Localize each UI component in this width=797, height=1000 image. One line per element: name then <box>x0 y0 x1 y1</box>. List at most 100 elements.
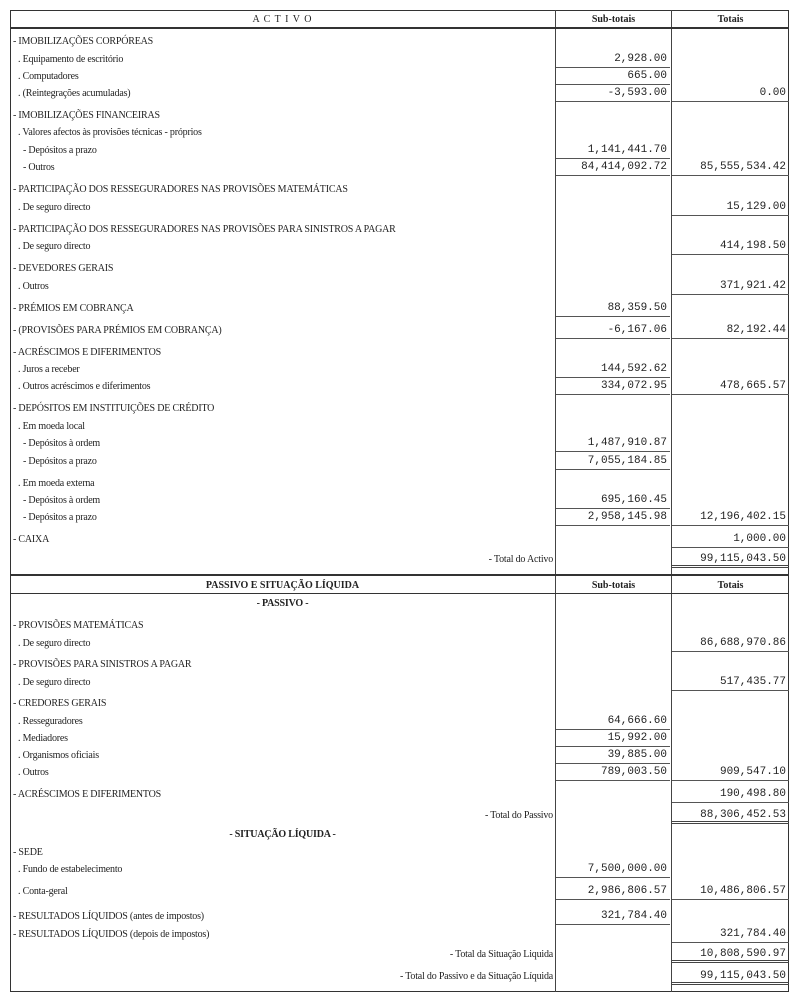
row-label: - Depósitos a prazo <box>23 512 97 523</box>
row-label: - RESULTADOS LÍQUIDOS (antes de impostos… <box>13 911 204 922</box>
section-heading: - PASSIVO - <box>256 598 309 609</box>
column-divider <box>671 10 672 992</box>
table-row: - RESULTADOS LÍQUIDOS (antes de impostos… <box>0 909 797 925</box>
row-label: - DEVEDORES GERAIS <box>13 263 114 274</box>
row-label: - PRÉMIOS EM COBRANÇA <box>13 303 134 314</box>
table-row: - PARTICIPAÇÃO DOS RESSEGURADORES NAS PR… <box>0 182 797 198</box>
subtotais-header: Sub-totais <box>591 14 636 25</box>
total-value: 10,486,806.57 <box>672 885 789 900</box>
total-value: 82,192.44 <box>672 324 789 339</box>
balance-sheet-table <box>10 10 789 992</box>
row-label: - Depósitos à ordem <box>23 438 101 449</box>
total-value: 86,688,970.86 <box>672 637 789 652</box>
table-row: - Depósitos a prazo 2,958,145.98 12,196,40… <box>0 510 797 526</box>
table-row: - PARTICIPAÇÃO DOS RESSEGURADORES NAS PR… <box>0 222 797 238</box>
row-label: - PROVISÕES MATEMÁTICAS <box>13 620 144 631</box>
table-row: . Computadores 665.00 <box>0 69 797 85</box>
total-value: 88,306,452.53 <box>672 809 789 824</box>
row-label: - Depósitos a prazo <box>23 456 97 467</box>
row-label: . Juros a receber <box>18 364 80 375</box>
row-label: . Mediadores <box>18 733 68 744</box>
row-label: - DEPÓSITOS EM INSTITUIÇÕES DE CRÉDITO <box>13 403 215 414</box>
table-row: . De seguro directo 86,688,970.86 <box>0 636 797 652</box>
section-divider <box>10 574 789 576</box>
row-label: . Valores afectos às provisões técnicas … <box>18 127 202 138</box>
table-row: . Fundo de estabelecimento 7,500,000.00 <box>0 862 797 878</box>
total-label: - Total do Activo <box>488 554 554 565</box>
subtotal-value: 64,666.60 <box>556 715 670 730</box>
table-row: . Equipamento de escritório 2,928.00 <box>0 52 797 68</box>
subtotal-value: 7,055,184.85 <box>556 455 670 470</box>
row-label: . Outros <box>18 767 49 778</box>
total-value: 0.00 <box>672 87 789 102</box>
table-row: - ACRÉSCIMOS E DIFERIMENTOS 190,498.80 <box>0 787 797 803</box>
row-label: . Conta-geral <box>18 886 68 897</box>
table-row: - Total do Passivo 88,306,452.53 <box>0 808 797 824</box>
activo-title: A C T I V O <box>252 14 313 25</box>
table-row: - PASSIVO - <box>0 596 797 612</box>
subtotal-value: 1,141,441.70 <box>556 144 670 159</box>
row-label: - PARTICIPAÇÃO DOS RESSEGURADORES NAS PR… <box>13 184 348 195</box>
table-row: - Depósitos a prazo 1,141,441.70 <box>0 143 797 159</box>
row-label: . Organismos oficiais <box>18 750 99 761</box>
row-label: - Depósitos a prazo <box>23 145 97 156</box>
row-label: - (PROVISÕES PARA PRÉMIOS EM COBRANÇA) <box>13 325 222 336</box>
table-row: . Outros 371,921.42 <box>0 279 797 295</box>
table-row: - Outros 84,414,092.72 85,555,534.42 <box>0 160 797 176</box>
total-value: 478,665.57 <box>672 380 789 395</box>
table-row: - CREDORES GERAIS <box>0 696 797 712</box>
subtotal-value: 695,160.45 <box>556 494 670 509</box>
table-row: . Em moeda externa <box>0 476 797 492</box>
row-label: - SEDE <box>13 847 43 858</box>
total-label: - Total do Passivo <box>484 810 553 821</box>
subtotal-value: 88,359.50 <box>556 302 670 317</box>
total-value: 99,115,043.50 <box>672 970 789 985</box>
table-row: - SEDE <box>0 845 797 861</box>
row-label: - Depósitos à ordem <box>23 495 101 506</box>
row-label: - ACRÉSCIMOS E DIFERIMENTOS <box>13 789 162 800</box>
row-label: . Outros <box>18 281 49 292</box>
row-label: - PARTICIPAÇÃO DOS RESSEGURADORES NAS PR… <box>13 224 396 235</box>
row-label: . (Reintegrações acumuladas) <box>18 88 131 99</box>
table-row: - Depósitos à ordem 1,487,910.87 <box>0 436 797 452</box>
table-row: - PRÉMIOS EM COBRANÇA 88,359.50 <box>0 301 797 317</box>
table-row: - SITUAÇÃO LÍQUIDA - <box>0 827 797 843</box>
section-heading: - SITUAÇÃO LÍQUIDA - <box>229 829 336 840</box>
passivo-title: PASSIVO E SITUAÇÃO LÍQUIDA <box>205 580 360 591</box>
subtotais-header: Sub-totais <box>591 580 636 591</box>
table-row: - PROVISÕES PARA SINISTROS A PAGAR <box>0 657 797 673</box>
subtotal-value: 15,992.00 <box>556 732 670 747</box>
table-row: . Organismos oficiais 39,885.00 <box>0 748 797 764</box>
table-row: - Total da Situação Liquida 10,808,590.97 <box>0 947 797 963</box>
table-row: - IMOBILIZAÇÕES CORPÓREAS <box>0 34 797 50</box>
row-label: - CREDORES GERAIS <box>13 698 107 709</box>
table-row: - IMOBILIZAÇÕES FINANCEIRAS <box>0 108 797 124</box>
total-label: - Total do Passivo e da Situação Líquida <box>399 971 553 982</box>
row-label: . De seguro directo <box>18 241 91 252</box>
subtotal-value: 84,414,092.72 <box>556 161 670 176</box>
table-row: - DEVEDORES GERAIS <box>0 261 797 277</box>
total-value: 414,198.50 <box>672 240 789 255</box>
subtotal-value: -3,593.00 <box>556 87 670 102</box>
row-label: - IMOBILIZAÇÕES CORPÓREAS <box>13 36 154 47</box>
row-label: - RESULTADOS LÍQUIDOS (depois de imposto… <box>13 929 210 940</box>
row-label: . De seguro directo <box>18 677 91 688</box>
header-divider <box>10 593 789 594</box>
row-label: . De seguro directo <box>18 202 91 213</box>
subtotal-value: 2,958,145.98 <box>556 511 670 526</box>
row-label: . Resseguradores <box>18 716 83 727</box>
total-value: 85,555,534.42 <box>672 161 789 176</box>
table-row: - RESULTADOS LÍQUIDOS (depois de imposto… <box>0 927 797 943</box>
table-row: - Total do Passivo e da Situação Líquida… <box>0 969 797 985</box>
table-row: - PROVISÕES MATEMÁTICAS <box>0 618 797 634</box>
table-row: - (PROVISÕES PARA PRÉMIOS EM COBRANÇA) -6… <box>0 323 797 339</box>
total-value: 10,808,590.97 <box>672 948 789 963</box>
table-row: - Depósitos à ordem 695,160.45 <box>0 493 797 509</box>
subtotal-value: 39,885.00 <box>556 749 670 764</box>
subtotal-value: 144,592.62 <box>556 363 670 378</box>
row-label: . Equipamento de escritório <box>18 54 124 65</box>
subtotal-value: 7,500,000.00 <box>556 863 670 878</box>
totais-header: Totais <box>717 14 744 25</box>
header-divider <box>10 27 789 29</box>
subtotal-value: 789,003.50 <box>556 766 670 781</box>
